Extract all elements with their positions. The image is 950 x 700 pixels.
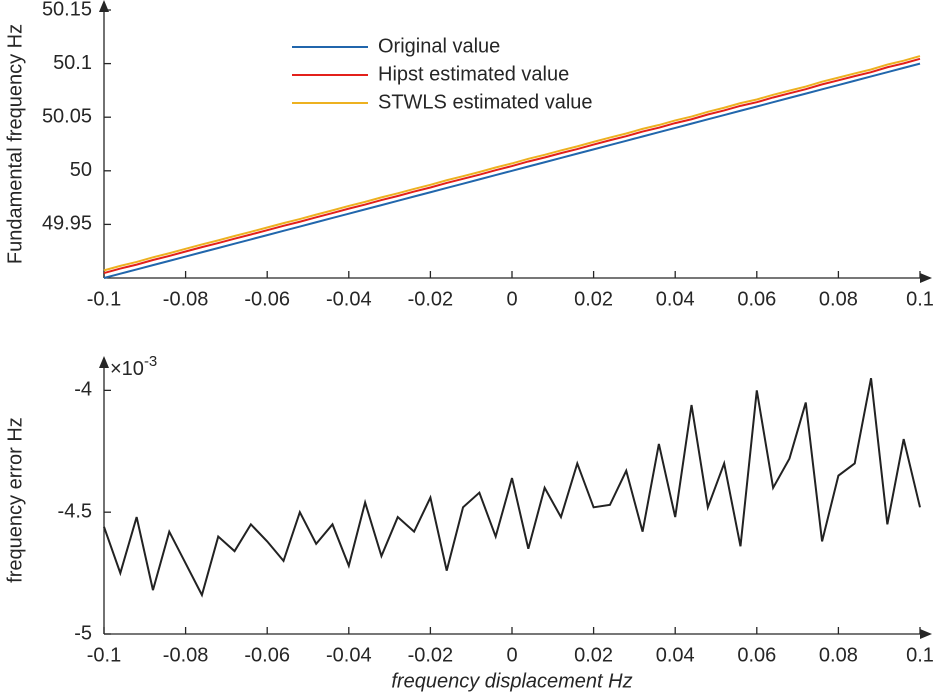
x-tick-label: -0.04	[326, 288, 372, 310]
y-axis-label: Fundamental frequency Hz	[4, 24, 26, 264]
y-axis-arrow	[99, 356, 109, 368]
x-tick-label: 0.08	[819, 288, 858, 310]
x-tick-label: -0.06	[244, 288, 290, 310]
x-tick-label: 0.1	[906, 644, 934, 666]
x-tick-label: 0.02	[574, 288, 613, 310]
x-tick-label: 0.08	[819, 644, 858, 666]
x-tick-label: 0.1	[906, 288, 934, 310]
x-tick-label: 0	[506, 288, 517, 310]
data-line	[103, 55, 921, 272]
x-tick-label: -0.06	[244, 644, 290, 666]
y-tick-label: -5	[74, 622, 92, 644]
y-axis-label: frequency error Hz	[4, 417, 26, 583]
data-line	[103, 57, 921, 275]
y-tick-label: 50	[70, 159, 92, 181]
x-tick-label: 0.04	[656, 644, 695, 666]
x-axis-label: frequency displacement Hz	[391, 670, 632, 692]
x-tick-label: -0.02	[408, 288, 454, 310]
x-tick-label: -0.08	[163, 644, 209, 666]
legend-label: Hipst estimated value	[378, 63, 569, 85]
x-axis-arrow	[920, 629, 932, 639]
legend-label: Original value	[378, 35, 500, 57]
data-line	[103, 377, 921, 598]
x-tick-label: 0	[506, 644, 517, 666]
x-tick-label: -0.1	[87, 644, 121, 666]
y-tick-label: -4	[74, 379, 92, 401]
y-tick-label: 49.95	[42, 213, 92, 235]
data-line	[103, 62, 921, 279]
y-tick-label: 50.1	[53, 52, 92, 74]
y-tick-label: 50.15	[42, 0, 92, 20]
x-tick-label: 0.04	[656, 288, 695, 310]
x-tick-label: 0.06	[737, 288, 776, 310]
multiplier-exponent: -3	[144, 353, 157, 370]
x-tick-label: -0.08	[163, 288, 209, 310]
x-tick-label: -0.02	[408, 644, 454, 666]
x-tick-label: 0.06	[737, 644, 776, 666]
x-tick-label: -0.1	[87, 288, 121, 310]
y-axis-arrow	[99, 0, 109, 12]
legend-label: STWLS estimated value	[378, 91, 593, 113]
y-tick-label: 50.05	[42, 105, 92, 127]
x-axis-arrow	[920, 273, 932, 283]
x-tick-label: 0.02	[574, 644, 613, 666]
y-multiplier: ×10-3	[110, 353, 157, 380]
multiplier-base: ×10	[110, 358, 144, 380]
y-tick-label: -4.5	[58, 500, 92, 522]
x-tick-label: -0.04	[326, 644, 372, 666]
